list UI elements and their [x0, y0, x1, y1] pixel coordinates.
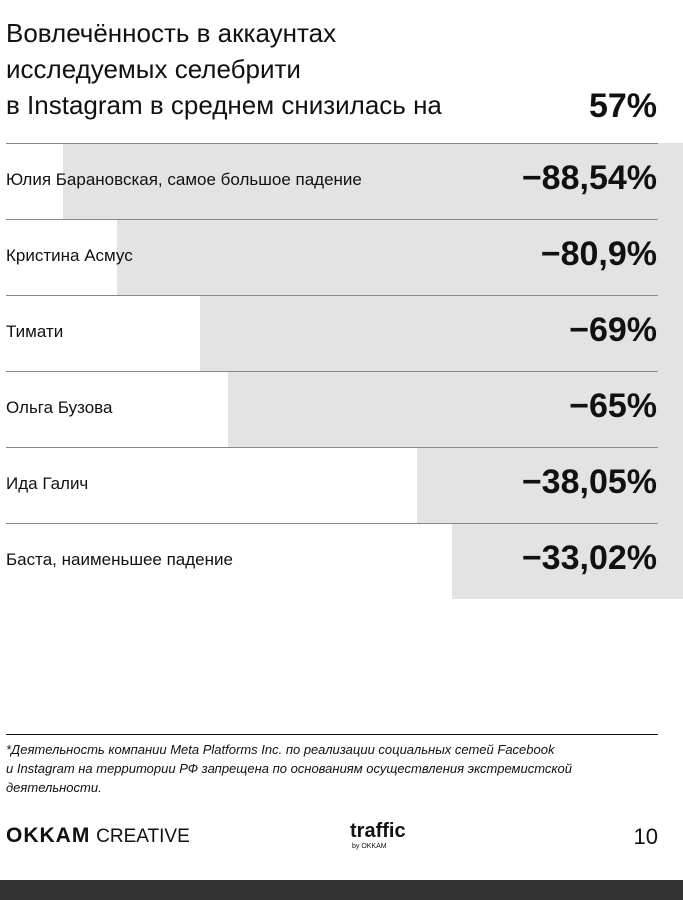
category-label: Баста, наименьшее падение	[6, 550, 233, 569]
bar	[116, 219, 683, 295]
row-separator	[6, 523, 658, 524]
row-separator	[6, 447, 658, 448]
logo-sub: by OKKAM	[352, 843, 387, 850]
title-line: исследуемых селебрити	[6, 54, 301, 84]
divider	[6, 734, 658, 735]
category-label: Ида Галич	[6, 474, 89, 493]
value-label: −33,02%	[521, 539, 657, 577]
category-label: Юлия Барановская, самое большое падение	[6, 170, 362, 189]
footnote-line: *Деятельность компании Meta Platforms In…	[6, 742, 555, 757]
brand: OKKAM CREATIVE	[6, 824, 190, 848]
category-label: Тимати	[6, 322, 64, 341]
footnote-line: и Instagram на территории РФ запрещена п…	[6, 761, 572, 776]
row: Тимати −69%	[0, 295, 683, 371]
row-separator	[6, 295, 658, 296]
category-label: Кристина Асмус	[6, 246, 133, 265]
bar	[451, 523, 683, 599]
logo: traffic	[350, 820, 406, 842]
bar	[416, 447, 683, 523]
value-label: −65%	[569, 387, 657, 425]
row: Ида Галич −38,05%	[0, 447, 683, 523]
row: Ольга Бузова −65%	[0, 371, 683, 447]
value-label: −80,9%	[540, 235, 657, 273]
row: Кристина Асмус −80,9%	[0, 219, 683, 295]
category-label: Ольга Бузова	[6, 398, 113, 417]
footnote-line: деятельности.	[6, 780, 102, 795]
bar	[200, 295, 683, 371]
row-separator	[6, 143, 658, 144]
row-separator	[6, 371, 658, 372]
value-label: −88,54%	[521, 159, 657, 197]
bar	[63, 143, 683, 219]
title-line: Вовлечённость в аккаунтах	[6, 18, 337, 48]
bottom-bar	[0, 880, 683, 900]
row-separator	[6, 219, 658, 220]
bar	[228, 371, 683, 447]
title-line: в Instagram в среднем снизилась на	[6, 90, 442, 120]
brand-suffix: CREATIVE	[96, 826, 190, 847]
page-number: 10	[633, 824, 658, 849]
headline-value: 57%	[588, 87, 657, 125]
row: Баста, наименьшее падение −33,02%	[0, 523, 683, 599]
value-label: −38,05%	[521, 463, 657, 501]
brand-name: OKKAM	[6, 824, 91, 847]
value-label: −69%	[569, 311, 657, 349]
row: Юлия Барановская, самое большое падение −…	[0, 143, 683, 219]
